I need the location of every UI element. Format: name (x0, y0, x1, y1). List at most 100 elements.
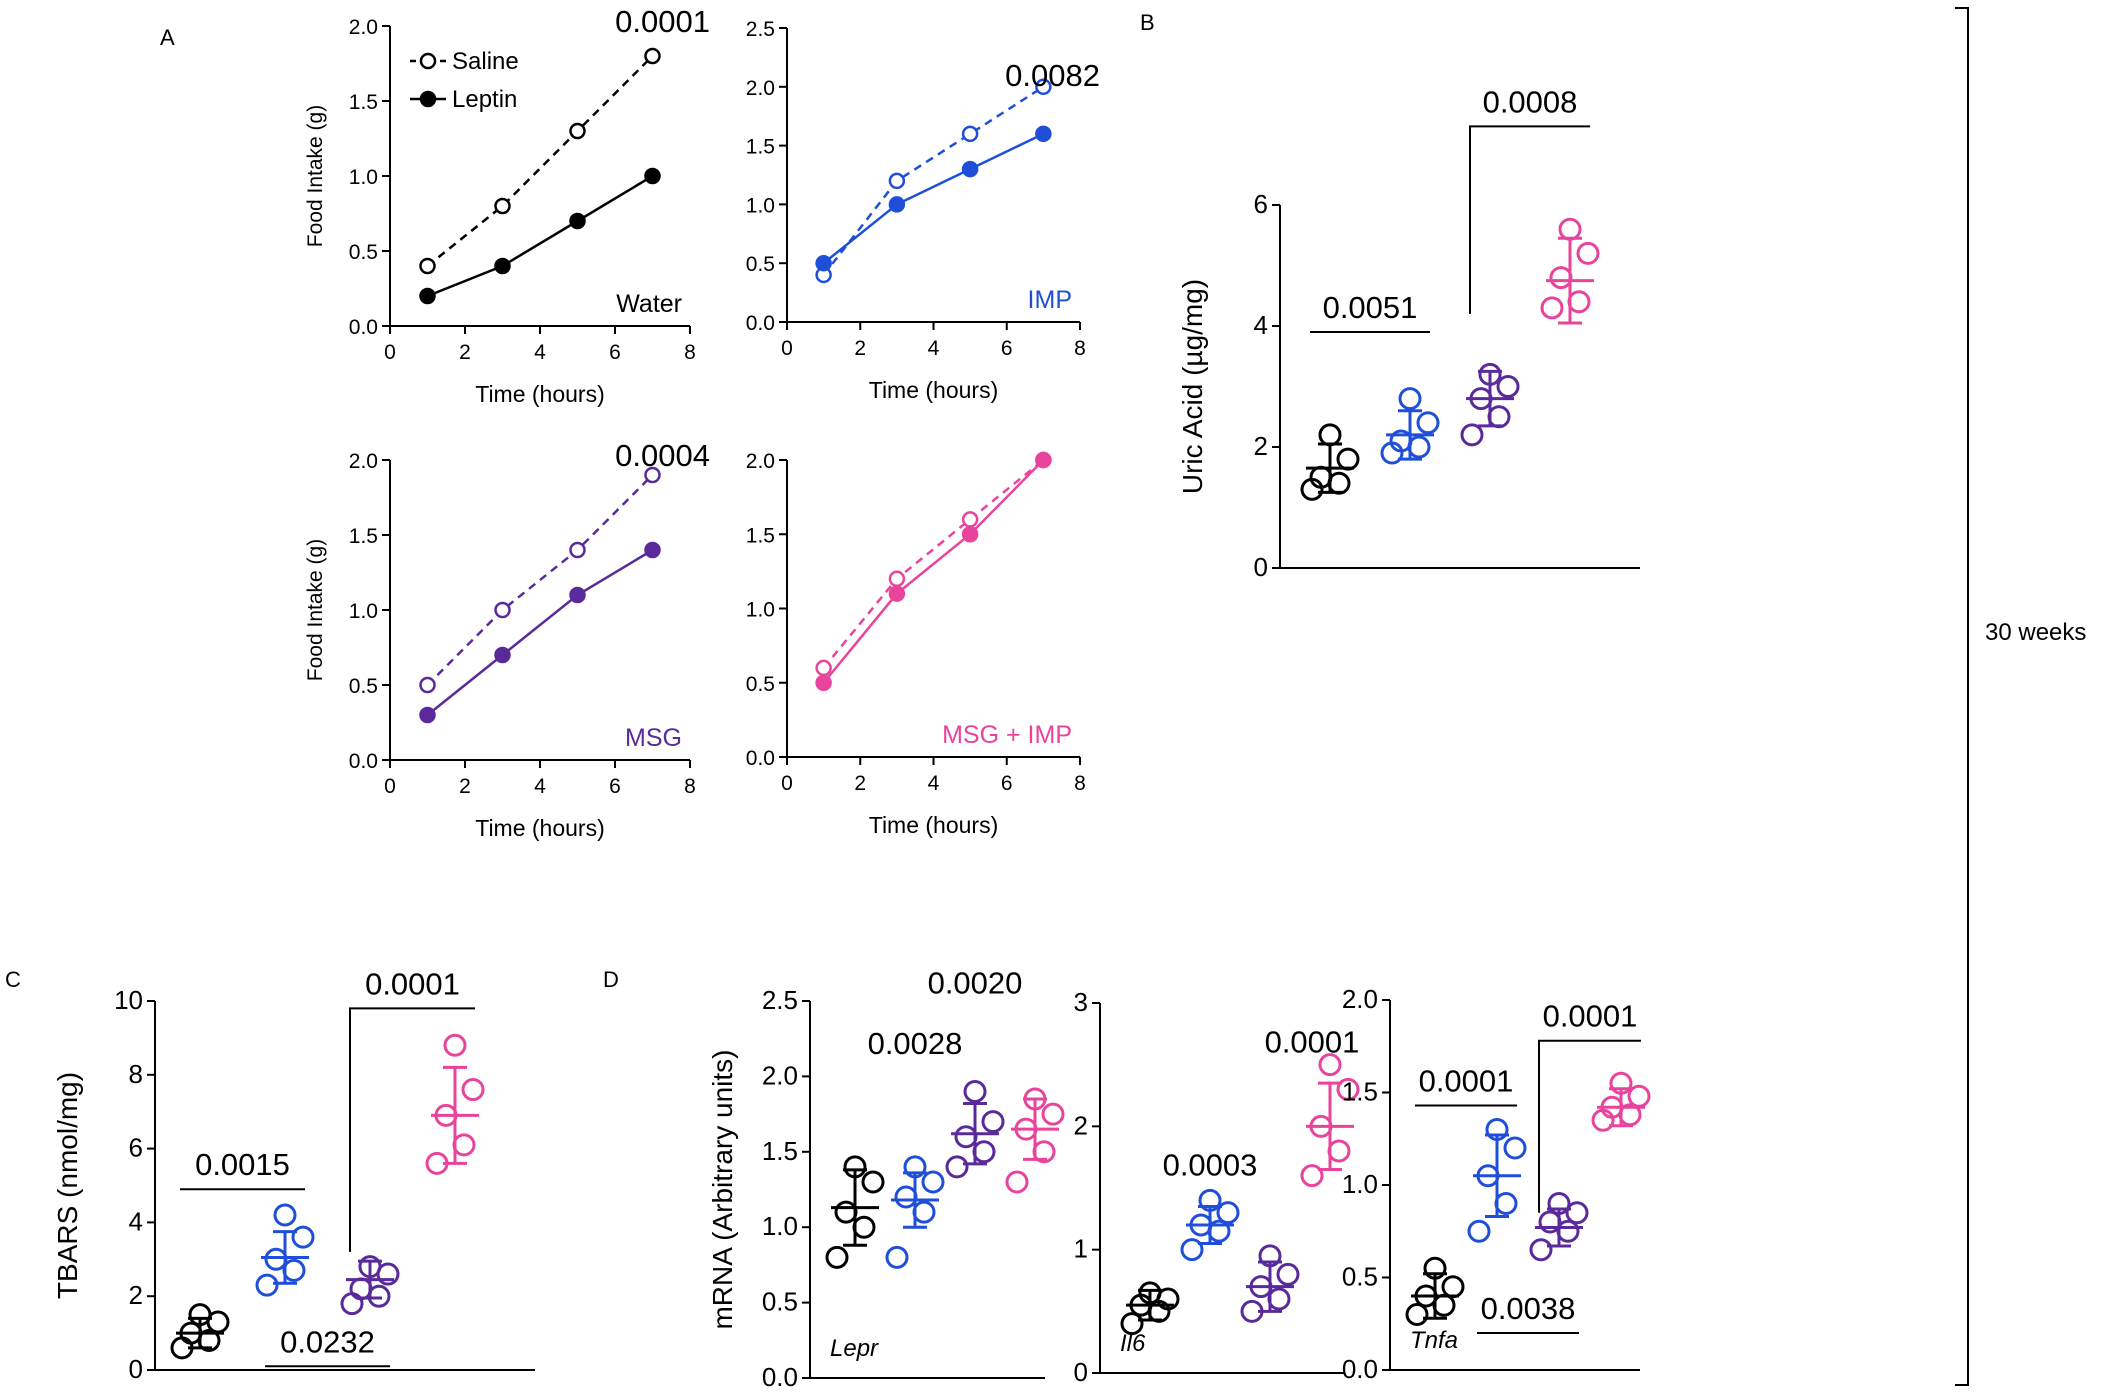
y-tick-label: 1.5 (746, 524, 775, 547)
x-tick-label: 8 (1074, 337, 1086, 360)
p-value-label: 0.0038 (1481, 1291, 1576, 1326)
data-point-msg-imp (1300, 1164, 1324, 1188)
data-point-msg (1565, 1201, 1589, 1225)
y-tick-label: 1.0 (746, 194, 775, 217)
series-line-saline (822, 459, 1045, 669)
data-point-saline (888, 570, 906, 588)
data-point-imp (282, 1258, 306, 1282)
chart-c: 0 2 4 6 8 10 TBARS (nmol/mg) 0.0015 0.0232 0.0001 (52, 966, 535, 1384)
x-tick-label: 2 (854, 337, 866, 360)
data-point-saline (644, 47, 661, 65)
x-tick-label: 6 (1001, 337, 1013, 360)
data-point-imp (1398, 387, 1422, 411)
y-tick-label: 2.5 (762, 985, 798, 1015)
y-tick-label: 0.0 (746, 747, 775, 770)
x-tick-label: 6 (609, 341, 621, 364)
data-point-leptin (1035, 451, 1052, 469)
y-tick-label: 2 (1074, 1110, 1088, 1140)
y-tick-label: 1.5 (349, 525, 378, 548)
x-tick-label: 0 (781, 772, 793, 795)
gene-label: Il6 (1120, 1330, 1146, 1357)
data-point-msg-imp (1567, 290, 1591, 314)
y-tick-label: 2.5 (746, 18, 775, 41)
data-point-leptin (644, 167, 661, 185)
data-point-msg-imp (1540, 296, 1564, 320)
p-value-label: 0.0004 (615, 438, 710, 473)
x-tick-label: 2 (854, 772, 866, 795)
x-tick-label: 8 (684, 775, 696, 798)
y-tick-label: 1.0 (349, 166, 378, 189)
y-tick-label: 1.0 (1342, 1169, 1378, 1199)
series-line-saline (822, 85, 1045, 276)
data-point-water (852, 1215, 876, 1239)
p-value-label: 0.0001 (365, 966, 460, 1001)
data-point-leptin (644, 541, 661, 559)
y-tick-label: 0 (1254, 552, 1268, 582)
y-tick-label: 0.0 (1342, 1354, 1378, 1384)
x-tick-label: 8 (684, 341, 696, 364)
legend-label-leptin: Leptin (452, 86, 517, 113)
data-point-msg (972, 1140, 996, 1164)
x-axis-title: Time (hours) (475, 381, 605, 407)
panel-label-b: B (1140, 10, 1155, 35)
data-point-msg-imp (1549, 266, 1573, 290)
data-point-msg-imp (1318, 1053, 1342, 1077)
y-tick-label: 1.0 (762, 1211, 798, 1241)
y-tick-label: 0.5 (762, 1287, 798, 1317)
y-axis-title: mRNA (Arbitrary units) (707, 1049, 738, 1329)
chart-a2: 0.0 0.5 1.0 1.5 2.0 2.5 0 2 4 6 8 Time (hours) IMP 0.… (746, 18, 1100, 403)
data-point-water (1318, 423, 1342, 447)
y-tick-label: 2.0 (762, 1060, 798, 1090)
y-tick-label: 2.0 (1342, 984, 1378, 1014)
x-tick-label: 2 (459, 775, 471, 798)
p-value-label: 0.0051 (1323, 290, 1418, 325)
bracket-label: 30 weeks (1985, 619, 2086, 646)
data-point-imp (1216, 1201, 1240, 1225)
data-point-msg (1496, 375, 1520, 398)
y-tick-label: 1 (1074, 1234, 1088, 1264)
x-tick-label: 6 (1001, 772, 1013, 795)
x-tick-label: 4 (534, 775, 546, 798)
y-axis-title: Food Intake (g) (304, 105, 327, 247)
y-tick-label: 10 (114, 985, 143, 1015)
data-point-msg (945, 1155, 969, 1179)
data-point-msg (981, 1110, 1005, 1134)
data-point-msg (1487, 405, 1511, 429)
p-value-label: 0.0001 (1419, 1063, 1514, 1098)
plots-layer: 0.0 0.5 1.0 1.5 2.0 Food Intake (g) 0 2 4 6 8 Time … (52, 4, 1651, 1392)
panel-label-c: C (5, 967, 21, 992)
panel-label-d: D (603, 967, 619, 992)
data-point-msg-imp (1336, 1077, 1360, 1101)
y-tick-label: 2.0 (746, 450, 775, 473)
x-axis-title: Time (hours) (869, 377, 999, 403)
data-point-imp (885, 1245, 909, 1269)
data-point-water (861, 1170, 885, 1194)
y-tick-label: 2.0 (349, 16, 378, 39)
p-value-label: 0.0015 (195, 1147, 290, 1182)
data-point-water (825, 1245, 849, 1269)
condition-label: Water (616, 290, 682, 318)
y-tick-label: 2 (1254, 431, 1268, 461)
y-tick-label: 0 (1074, 1357, 1088, 1387)
chart-a4: 0.0 0.5 1.0 1.5 2.0 0 2 4 6 8 Time (hours) MSG + IM… (746, 450, 1086, 838)
data-point-imp (1503, 1136, 1527, 1160)
data-point-msg (954, 1125, 978, 1149)
data-point-imp (1467, 1219, 1491, 1243)
data-point-imp (264, 1247, 288, 1271)
data-point-imp (273, 1203, 297, 1227)
x-tick-label: 4 (534, 341, 546, 364)
x-axis-title: Time (hours) (869, 812, 999, 838)
data-point-water (1120, 1312, 1144, 1336)
p-value-label: 0.0008 (1483, 84, 1578, 119)
y-tick-label: 3 (1074, 987, 1088, 1017)
x-tick-label: 6 (609, 775, 621, 798)
data-point-leptin (419, 287, 436, 305)
series-line-leptin (822, 132, 1044, 265)
significance-bracket (349, 1007, 475, 1252)
data-point-imp (1416, 411, 1440, 435)
data-point-imp (291, 1225, 315, 1249)
y-tick-label: 6 (1254, 189, 1268, 219)
y-tick-label: 0.5 (746, 253, 775, 276)
data-point-saline (815, 659, 832, 677)
y-tick-label: 6 (129, 1133, 143, 1163)
